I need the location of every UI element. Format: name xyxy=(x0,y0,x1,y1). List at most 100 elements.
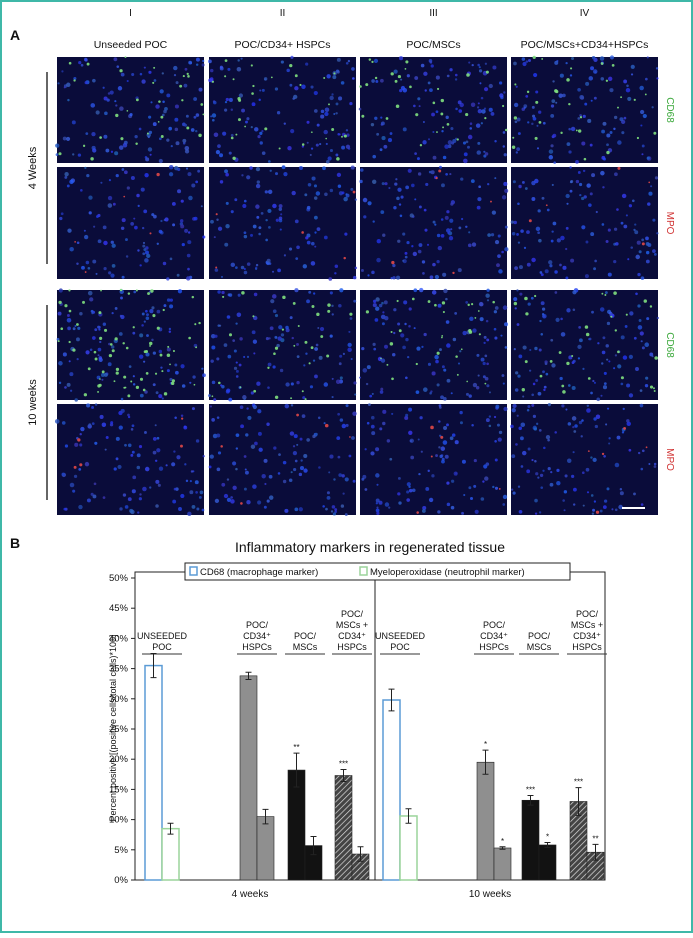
nucleus xyxy=(547,467,551,471)
nucleus xyxy=(561,404,565,408)
cd68-cell xyxy=(605,79,609,82)
nucleus xyxy=(480,357,485,362)
nucleus xyxy=(216,433,221,438)
nucleus xyxy=(93,225,96,228)
nucleus xyxy=(366,365,371,370)
nucleus xyxy=(568,150,572,154)
nucleus xyxy=(578,420,583,425)
cd68-cell xyxy=(471,303,474,306)
nucleus xyxy=(353,381,357,385)
nucleus xyxy=(268,495,274,500)
cd68-cell xyxy=(115,367,120,371)
nucleus xyxy=(567,422,572,426)
nucleus xyxy=(551,99,556,103)
cd68-cell xyxy=(386,363,389,366)
nucleus xyxy=(142,486,147,492)
nucleus xyxy=(569,189,573,193)
y-tick-label: 20% xyxy=(109,754,129,765)
nucleus xyxy=(414,198,417,201)
legend-box xyxy=(184,562,571,581)
nucleus xyxy=(332,75,337,80)
category-label: POC/ xyxy=(483,620,506,630)
nucleus xyxy=(55,143,60,148)
nucleus xyxy=(288,247,293,251)
category-label: POC/ xyxy=(341,609,364,619)
nucleus xyxy=(375,79,379,83)
nucleus xyxy=(375,473,380,478)
nucleus xyxy=(230,499,235,504)
nucleus xyxy=(111,264,116,268)
nucleus xyxy=(228,151,232,155)
nucleus xyxy=(253,352,256,355)
nucleus xyxy=(504,346,508,349)
mpo-cell xyxy=(79,463,83,467)
nucleus xyxy=(347,342,352,348)
cd68-cell xyxy=(513,301,518,306)
nucleus xyxy=(626,419,630,423)
nucleus xyxy=(504,225,508,229)
nucleus xyxy=(313,215,318,220)
nucleus xyxy=(182,138,187,143)
cd68-cell xyxy=(108,353,113,358)
nucleus xyxy=(545,434,551,440)
nucleus xyxy=(302,396,306,400)
cd68-cell xyxy=(244,125,247,128)
nucleus xyxy=(458,226,462,230)
nucleus xyxy=(187,240,192,245)
nucleus xyxy=(73,474,78,478)
nucleus xyxy=(275,218,279,222)
nucleus xyxy=(572,359,576,363)
mpo-cell xyxy=(123,195,126,198)
nucleus xyxy=(158,466,164,471)
nucleus xyxy=(465,225,468,229)
nucleus xyxy=(344,232,348,236)
nucleus xyxy=(447,231,450,235)
nucleus xyxy=(588,76,594,81)
nucleus xyxy=(566,202,569,205)
nucleus xyxy=(126,186,130,190)
nucleus xyxy=(499,81,503,85)
nucleus xyxy=(572,487,577,492)
nucleus xyxy=(405,413,409,417)
nucleus xyxy=(243,270,248,275)
nucleus xyxy=(431,112,435,117)
nucleus xyxy=(380,78,384,83)
nucleus xyxy=(647,202,651,206)
nucleus xyxy=(64,386,67,389)
nucleus xyxy=(177,189,182,194)
y-tick-label: 35% xyxy=(109,664,129,675)
cd68-cell xyxy=(64,304,68,308)
nucleus xyxy=(494,439,497,443)
nucleus xyxy=(289,316,293,320)
nucleus xyxy=(278,453,281,457)
nucleus xyxy=(551,183,554,186)
nucleus xyxy=(582,114,586,118)
nucleus xyxy=(469,496,474,501)
nucleus xyxy=(551,230,554,233)
bar xyxy=(334,775,353,881)
cd68-cell xyxy=(361,114,365,118)
nucleus xyxy=(408,307,412,311)
mpo-cell xyxy=(180,444,183,448)
nucleus xyxy=(400,333,405,338)
nucleus xyxy=(529,348,532,352)
micrograph-bg xyxy=(511,57,658,163)
nucleus xyxy=(177,167,181,172)
category-label: HSPCs xyxy=(572,642,602,652)
nucleus xyxy=(633,228,636,232)
nucleus xyxy=(455,107,458,111)
nucleus xyxy=(350,165,355,170)
nucleus xyxy=(213,236,216,239)
y-tick-label: 50% xyxy=(109,573,129,584)
nucleus xyxy=(492,65,497,70)
nucleus xyxy=(324,107,330,112)
nucleus xyxy=(339,354,343,358)
nucleus xyxy=(191,505,196,509)
nucleus xyxy=(323,235,328,240)
nucleus xyxy=(541,307,546,311)
significance: *** xyxy=(339,759,348,768)
nucleus xyxy=(577,344,582,350)
micrograph xyxy=(55,56,205,164)
nucleus xyxy=(374,116,378,120)
